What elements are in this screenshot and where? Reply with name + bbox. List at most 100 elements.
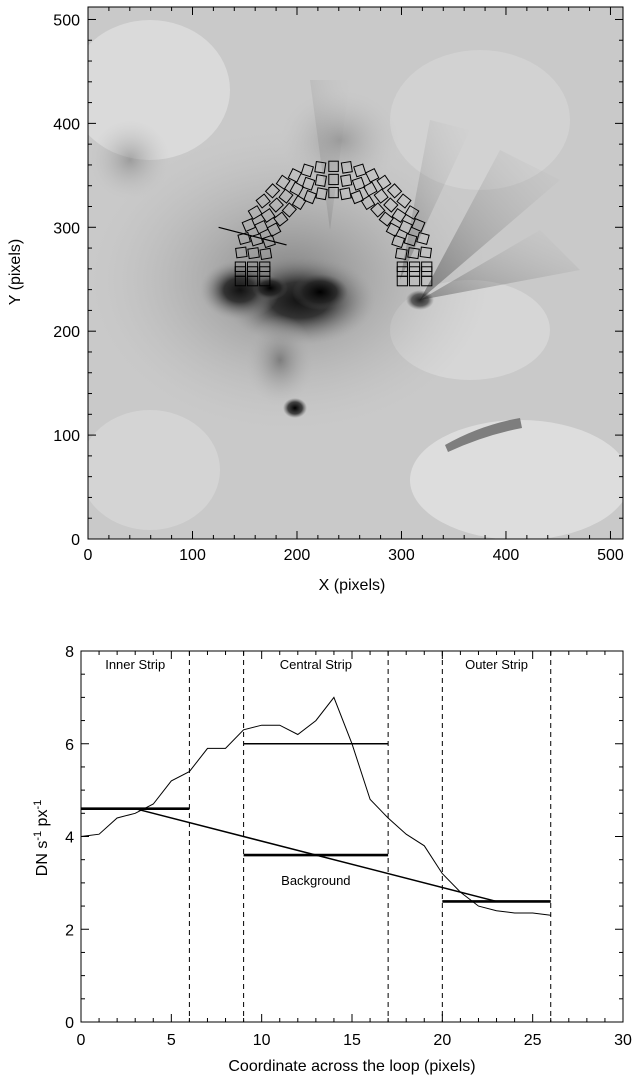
y-tick-label: 8	[65, 644, 74, 661]
loop-box	[404, 205, 420, 220]
loop-box	[235, 246, 248, 259]
loop-box	[391, 207, 407, 223]
y-tick-label: 300	[53, 220, 80, 237]
loop-box	[260, 207, 276, 223]
strip-label: Outer Strip	[465, 657, 528, 672]
loop-box	[353, 163, 367, 178]
loop-box	[340, 174, 353, 187]
profile-panel: 0 5 10 15 20 25 30 0 2 4 6 8 Inner Strip Central Str…	[32, 644, 632, 1075]
y-tick-label: 500	[53, 12, 80, 29]
loop-box	[275, 174, 291, 190]
loop-box	[234, 275, 247, 287]
profile-axes: 0 5 10 15 20 25 30 0 2 4 6 8	[65, 644, 632, 1049]
y-tick-label: 0	[71, 532, 80, 549]
loop-box	[247, 205, 263, 220]
loop-box	[373, 188, 389, 204]
loop-box	[396, 275, 408, 287]
x-tick-label: 25	[524, 1032, 542, 1049]
y-axis-label: Y (pixels)	[7, 239, 24, 305]
loop-box	[289, 181, 305, 197]
loop-box	[255, 193, 271, 209]
y-tick-label: 100	[53, 428, 80, 445]
background-line	[135, 807, 497, 903]
loop-box	[407, 247, 420, 260]
x-tick-label: 0	[77, 1032, 86, 1049]
loop-box	[328, 160, 339, 172]
loop-box	[301, 176, 316, 191]
x-tick-label: 20	[433, 1032, 451, 1049]
x-tick-label: 300	[388, 547, 415, 564]
y-tick-label: 6	[65, 737, 74, 754]
loop-box	[378, 211, 394, 227]
loop-box	[314, 160, 327, 174]
loop-box	[394, 247, 408, 260]
x-tick-label: 30	[614, 1032, 632, 1049]
loop-strips-overlay	[218, 160, 433, 287]
loop-box	[340, 160, 353, 174]
x-tick-label: 10	[253, 1032, 271, 1049]
x-axis-label: X (pixels)	[319, 577, 386, 594]
y-tick-label: 400	[53, 116, 80, 133]
y-tick-label: 0	[65, 1015, 74, 1032]
loop-box	[291, 194, 307, 211]
image-panel: 0 100 200 300 400 500 0 100 200 300 400 500 X (pixe…	[7, 6, 624, 594]
loop-box	[278, 188, 294, 204]
loop-box	[268, 197, 284, 213]
loop-strip	[234, 160, 433, 287]
loop-box	[360, 194, 376, 211]
x-tick-label: 5	[167, 1032, 176, 1049]
loop-box	[383, 197, 399, 213]
loop-box	[303, 189, 317, 205]
loop-box	[370, 202, 386, 218]
loop-box	[421, 275, 433, 287]
cross-cut-line	[218, 226, 287, 246]
loop-box	[350, 189, 365, 205]
loop-box	[247, 247, 260, 260]
image-axes: 0 100 200 300 400 500 0 100 200 300 400 500	[53, 7, 624, 564]
loop-box	[328, 186, 339, 199]
profile-line	[80, 696, 551, 916]
x-tick-label: 400	[493, 547, 520, 564]
loop-box	[363, 181, 378, 197]
loop-box	[398, 219, 414, 235]
strip-label: Central Strip	[280, 657, 352, 672]
y-tick-label: 200	[53, 324, 80, 341]
loop-box	[246, 275, 259, 287]
loop-box	[300, 163, 315, 178]
y-tick-label: 2	[65, 922, 74, 939]
loop-box	[339, 187, 352, 201]
loop-box	[287, 168, 303, 183]
strip-label: Inner Strip	[105, 657, 165, 672]
loop-box	[391, 234, 406, 249]
loop-box	[254, 219, 269, 235]
solar-image	[88, 7, 623, 539]
loop-box	[408, 275, 421, 287]
x-tick-label: 200	[284, 547, 311, 564]
loop-box	[315, 187, 328, 201]
loop-box	[416, 231, 430, 246]
loop-box	[281, 202, 298, 218]
y-axis-label: DN s-1 px-1	[32, 800, 51, 876]
x-axis-label: Coordinate across the loop (pixels)	[228, 1058, 475, 1075]
loop-box	[314, 174, 328, 187]
profile-plot-area: Inner Strip Central Strip Outer Strip Backg…	[80, 651, 552, 1022]
loop-box	[273, 211, 289, 227]
loop-box	[385, 222, 401, 237]
loop-box	[241, 218, 257, 233]
loop-box	[264, 183, 281, 199]
loop-strip	[259, 186, 408, 287]
x-tick-label: 15	[343, 1032, 361, 1049]
loop-box	[328, 173, 339, 186]
loop-box	[376, 174, 392, 190]
loop-box	[419, 246, 433, 259]
loop-box	[386, 183, 403, 199]
x-tick-label: 100	[179, 547, 206, 564]
x-tick-label: 0	[84, 547, 93, 564]
background-label: Background	[281, 873, 350, 888]
loop-box	[365, 168, 380, 183]
loop-box	[266, 222, 282, 237]
loop-box	[259, 247, 273, 260]
loop-box	[351, 176, 366, 191]
x-tick-label: 500	[597, 547, 624, 564]
